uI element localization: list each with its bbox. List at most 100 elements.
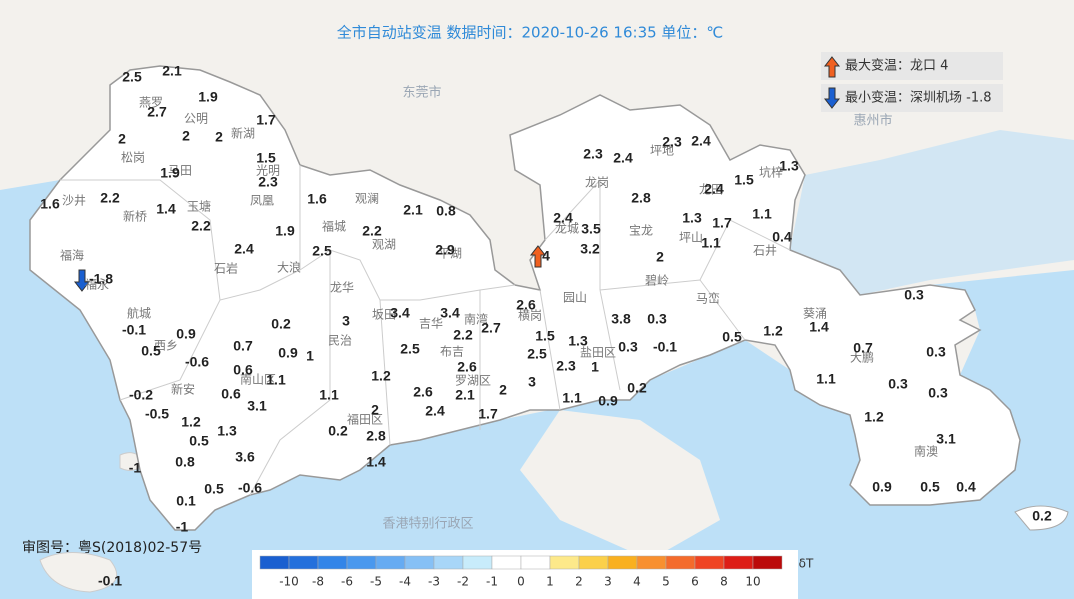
- place-label: 新安: [171, 382, 195, 397]
- colorbar-swatch: [433, 555, 464, 570]
- extreme-legend: 最大变温：龙口 4 最小变温：深圳机场 -1.8: [821, 52, 1003, 112]
- station-value: 1.2: [371, 368, 391, 384]
- city-label: 东莞市: [402, 85, 441, 101]
- place-label: 平湖: [438, 246, 462, 261]
- place-label: 凤凰: [250, 194, 274, 208]
- colorbar-swatch: [636, 555, 667, 570]
- station-value: -0.1: [653, 339, 677, 355]
- place-label: 观澜: [355, 192, 379, 206]
- station-value: -0.1: [98, 573, 122, 589]
- colorbar-tick-label: -5: [370, 575, 382, 589]
- colorbar-tick-label: -2: [457, 575, 469, 589]
- station-value: 2.4: [425, 403, 445, 419]
- station-value: 2: [182, 128, 190, 144]
- place-label: 公明: [184, 112, 208, 126]
- station-value: 0.3: [926, 344, 946, 360]
- place-label: 南湾: [464, 312, 488, 327]
- station-value: 1.1: [319, 387, 339, 403]
- station-value: -1: [176, 519, 189, 535]
- station-value: 0.6: [233, 362, 253, 378]
- station-value: 2.6: [457, 359, 477, 375]
- station-value: 0.5: [722, 329, 742, 345]
- station-value: 2.3: [583, 146, 603, 162]
- colorbar-swatch: [288, 555, 319, 570]
- station-value: 2.5: [122, 69, 142, 85]
- station-value: -0.5: [145, 406, 169, 422]
- place-label: 燕罗: [139, 96, 163, 110]
- place-label: 坂田: [372, 308, 396, 322]
- colorbar-unit: δT: [799, 557, 814, 571]
- station-value: 0.8: [175, 454, 195, 470]
- colorbar-swatch: [752, 555, 783, 570]
- colorbar-tick-label: -8: [312, 575, 324, 589]
- station-value: 1.5: [256, 150, 276, 166]
- station-value: 1.6: [40, 196, 60, 212]
- place-label: 大鹏: [850, 351, 874, 365]
- colorbar-tick-label: 1: [546, 575, 554, 589]
- colorbar-tick-label: -10: [279, 575, 299, 589]
- station-value: 1.1: [816, 371, 836, 387]
- station-value: 0.3: [928, 385, 948, 401]
- station-value: 3.1: [247, 398, 267, 414]
- place-label: 西乡: [154, 339, 178, 353]
- sea: [0, 130, 1074, 599]
- station-value: -0.6: [238, 480, 262, 496]
- station-value: 3.2: [580, 241, 600, 257]
- station-value: 3.6: [235, 449, 255, 465]
- station-value: -0.6: [185, 354, 209, 370]
- station-value: 0.3: [618, 339, 638, 355]
- colorbar-swatch: [491, 555, 522, 570]
- station-value: 0.2: [1032, 508, 1052, 524]
- colorbar-tick-label: -1: [486, 575, 498, 589]
- station-value: 1: [591, 359, 599, 375]
- place-label: 盐田区: [580, 346, 616, 360]
- colorbar-swatch: [520, 555, 551, 570]
- station-value: -1.8: [89, 271, 113, 287]
- station-value: 0.1: [176, 493, 196, 509]
- colorbar-swatch: [375, 555, 406, 570]
- station-value: 2.3: [662, 134, 682, 150]
- station-value: 1.2: [864, 409, 884, 425]
- colorbar-swatch: [694, 555, 725, 570]
- station-value: 2.4: [704, 181, 724, 197]
- place-label: 福城: [322, 219, 346, 234]
- station-value: 1.7: [256, 112, 276, 128]
- place-label: 马峦: [696, 291, 720, 306]
- station-value: 2.7: [147, 104, 167, 120]
- colorbar-tick-label: -6: [341, 575, 353, 589]
- station-value: 2.5: [312, 243, 332, 259]
- colorbar-tick-label: 2: [575, 575, 583, 589]
- colorbar-swatch: [317, 555, 348, 570]
- station-value: -0.2: [129, 387, 153, 403]
- station-value: 1: [306, 348, 314, 364]
- colorbar-swatch: [578, 555, 609, 570]
- colorbar-tick-label: 4: [633, 575, 641, 589]
- district-lines: [60, 165, 791, 496]
- station-value: 2.5: [527, 346, 547, 362]
- max-arrow: [529, 245, 547, 268]
- place-label: 福永: [85, 277, 109, 292]
- station-value: 2.2: [100, 190, 120, 206]
- colorbar-tick-label: 5: [662, 575, 670, 589]
- station-value: 0.4: [956, 479, 976, 495]
- station-value: 1.1: [701, 235, 721, 251]
- station-value: 0.2: [627, 380, 647, 396]
- station-value: 1.4: [156, 201, 176, 217]
- station-value: 2: [656, 249, 664, 265]
- place-label: 马田: [168, 164, 192, 178]
- station-value: 0.9: [872, 479, 892, 495]
- min-arrow: [73, 269, 91, 292]
- station-value: 1.5: [535, 328, 555, 344]
- station-value: 1.3: [779, 158, 799, 174]
- place-label: 大浪: [277, 260, 301, 275]
- place-label: 石井: [753, 244, 777, 258]
- colorbar-tick-label: 3: [604, 575, 612, 589]
- station-value: 2.1: [162, 63, 182, 79]
- station-value: 1.1: [266, 372, 286, 388]
- station-value: 2.4: [691, 133, 711, 149]
- place-label: 龙田: [699, 183, 723, 197]
- place-label: 碧岭: [645, 274, 669, 288]
- max-change-label: 最大变温：龙口 4: [845, 58, 948, 74]
